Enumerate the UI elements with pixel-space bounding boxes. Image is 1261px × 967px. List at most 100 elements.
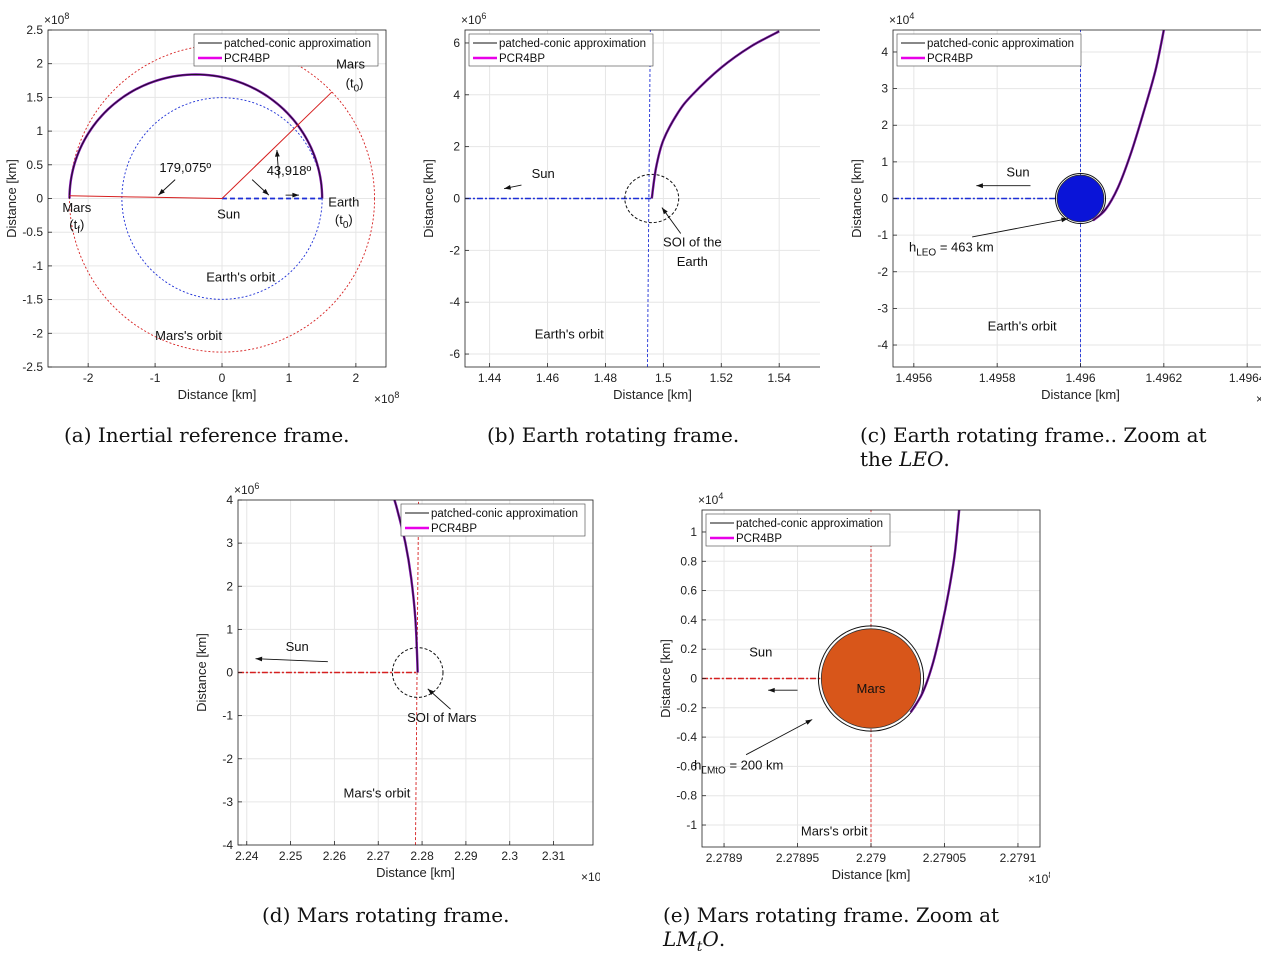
y-axis-label: Distance [km]: [658, 639, 673, 718]
x-tick-label: 1.54: [768, 371, 792, 385]
series-mars-t-0-sun-line: [221, 91, 333, 199]
series-lmto: [817, 625, 925, 732]
annotation: (t0): [335, 212, 353, 231]
x-tick-label: 2: [353, 371, 360, 385]
arrow-sun-d-head: [255, 656, 263, 662]
legend-box: [468, 33, 654, 67]
y-exponent: ×106: [461, 11, 486, 27]
y-tick-label: 6: [453, 36, 460, 50]
caption-c-line1: (c) Earth rotating frame.. Zoom at: [860, 423, 1207, 447]
arrow-angle-179-head: [158, 188, 165, 196]
y-tick-label: -1: [32, 259, 43, 273]
annotation: (t0): [346, 75, 364, 94]
x-axis-label: Distance [km]: [613, 387, 692, 402]
y-axis-label: Distance [km]: [4, 159, 19, 238]
annotation: Sun: [749, 645, 772, 660]
x-tick-label: 1.496: [1065, 371, 1095, 385]
x-tick-label: 2.26: [323, 849, 347, 863]
arrow-soi-b-head: [661, 207, 668, 215]
annotation: SOI of Mars: [407, 710, 477, 725]
caption-e-line2: LMtO.: [663, 927, 1043, 959]
x-exponent: ×108: [1028, 870, 1050, 886]
series-leo: [1054, 172, 1107, 225]
annotation: Mars's orbit: [801, 823, 868, 838]
x-axis-label: Distance [km]: [376, 865, 455, 880]
y-tick-label: 0.6: [680, 584, 697, 598]
legend-label-patched: patched-conic approximation: [736, 518, 883, 530]
annotation: (tf): [69, 217, 84, 236]
annotation: Sun: [1006, 165, 1029, 180]
x-tick-label: 2.28: [410, 849, 434, 863]
y-tick-label: 1.5: [26, 90, 43, 104]
series-group: [68, 44, 376, 353]
legend-label-patched: patched-conic approximation: [431, 508, 578, 520]
legend-box: [705, 513, 891, 547]
arrow-lmto-e: [745, 719, 813, 756]
y-tick-label: 1: [36, 124, 43, 138]
annotation: Mars's orbit: [155, 328, 222, 343]
legend-box: [896, 33, 1082, 67]
x-tick-label: 2.31: [542, 849, 566, 863]
chart-earth-rotating-frame: 1.441.461.481.51.521.541.56-6-4-20246Dis…: [421, 11, 820, 402]
y-tick-label: -3: [877, 301, 888, 315]
y-tick-label: -2.5: [22, 360, 43, 374]
arrow-angle-43-head: [274, 149, 280, 157]
x-axis-label: Distance [km]: [832, 867, 911, 882]
y-tick-label: 2: [36, 57, 43, 71]
annotation: Sun: [532, 166, 555, 181]
series-group: [238, 500, 444, 845]
arrow-angle-179b-head: [262, 188, 269, 196]
annotation: 43,918º: [267, 163, 312, 178]
legend-label-pcr4bp: PCR4BP: [499, 53, 545, 65]
x-tick-label: 1.4964: [1229, 371, 1261, 385]
y-tick-label: 2.5: [26, 23, 43, 37]
arrow-angle-43b-head: [292, 192, 299, 198]
y-tick-label: -1: [877, 228, 888, 242]
chart-mars-zoom-lmto: 2.2789 2.27895 2.279 2.27905 2.2791 -1 -0.8 -0.…: [658, 491, 1050, 886]
series-group: [702, 510, 961, 847]
arrow-sun-c-head: [976, 183, 983, 189]
arrow-soi-d-head: [427, 688, 435, 696]
y-tick-label: -0.6: [676, 759, 697, 773]
caption-c-leo: LEO: [899, 447, 944, 471]
y-tick-label: 3: [881, 82, 888, 96]
series-patched-conic-approximation: [394, 500, 419, 673]
arrow-sun-b-head: [504, 184, 512, 190]
y-tick-label: -4: [877, 338, 888, 352]
chart-earth-zoom-leo: 1.4956 1.4958 1.496 1.4962 1.4964 -4 -3 -2 -1 0 1 2…: [849, 11, 1261, 406]
y-tick-label: 4: [453, 88, 460, 102]
x-tick-label: 1: [286, 371, 293, 385]
x-tick-label: 2.24: [235, 849, 259, 863]
x-tick-label: -1: [150, 371, 161, 385]
x-axis-label: Distance [km]: [1041, 387, 1120, 402]
y-tick-label: -4: [449, 295, 460, 309]
legend-label-pcr4bp: PCR4BP: [927, 53, 973, 65]
series-patched-conic-approximation: [69, 74, 323, 199]
x-tick-label: 1.46: [536, 371, 560, 385]
x-tick-label: 2.27: [367, 849, 391, 863]
legend-box: [400, 503, 586, 537]
x-tick-label: 2.27895: [776, 851, 820, 865]
legend-label-patched: patched-conic approximation: [927, 38, 1074, 50]
x-tick-label: -2: [83, 371, 94, 385]
y-tick-label: 0: [690, 672, 697, 686]
annotation: Earth's orbit: [535, 326, 604, 341]
annotation: SOI of the: [663, 234, 722, 249]
annotation: Mars's orbit: [344, 786, 411, 801]
y-tick-label: 0: [453, 192, 460, 206]
y-tick-label: 4: [226, 493, 233, 507]
x-tick-label: 1.44: [478, 371, 502, 385]
y-tick-label: -0.5: [22, 225, 43, 239]
caption-e: (e) Mars rotating frame. Zoom at LMtO.: [663, 903, 1043, 959]
series-patched-conic-approximation: [910, 510, 960, 713]
x-tick-label: 1.4958: [979, 371, 1016, 385]
legend-label-pcr4bp: PCR4BP: [736, 533, 782, 545]
arrow-leo-c: [972, 218, 1069, 238]
y-tick-label: -2: [877, 265, 888, 279]
series-patched-conic-approximation: [1092, 30, 1165, 221]
legend-label-pcr4bp: PCR4BP: [224, 53, 270, 65]
y-axis-label: Distance [km]: [849, 159, 864, 238]
caption-e-lm: LM: [663, 927, 697, 951]
chart-mars-rotating-frame: 2.24 2.25 2.26 2.27 2.28 2.29 2.3 2.31 -4 -3 -2 -1 0…: [194, 481, 600, 884]
arrow-leo-c-head: [1061, 217, 1068, 223]
